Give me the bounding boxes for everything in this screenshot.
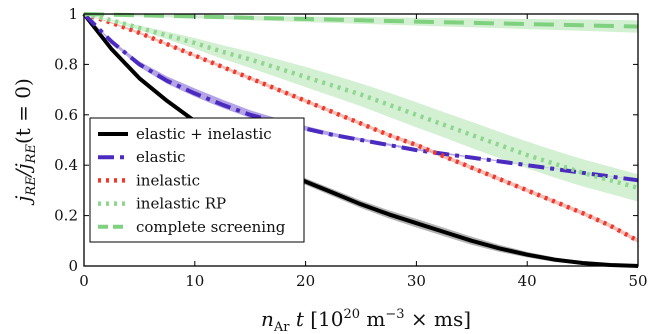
x-tick-label: 30 <box>407 272 426 290</box>
y-tick-label: 0.2 <box>54 207 78 225</box>
legend-box <box>89 117 305 243</box>
inelastic-rp-line <box>83 11 639 191</box>
x-axis-label: nAr t [1020 m−3 × ms] <box>261 307 471 334</box>
complete-screening-band <box>84 14 638 33</box>
elastic-inelastic-line <box>82 12 639 268</box>
y-tick-label: 0.6 <box>54 106 78 124</box>
y-tick-label: 0.4 <box>54 156 78 174</box>
legend-label-inelastic-rp: inelastic RP <box>136 195 226 213</box>
y-axis-ticks: 0 0.2 0.4 0.6 0.8 1 <box>54 5 638 275</box>
y-tick-label: 1 <box>68 5 78 23</box>
x-axis-ticks: 0 10 20 30 40 50 <box>79 14 648 290</box>
legend-label-inelastic: inelastic <box>136 171 200 189</box>
x-tick-label: 40 <box>518 272 537 290</box>
y-tick-label: 0.8 <box>54 55 78 73</box>
legend: elastic + inelastic elastic inelastic inela… <box>89 117 305 243</box>
elastic-line <box>82 12 639 183</box>
legend-label-elastic: elastic <box>136 148 186 166</box>
y-axis-label: jRE/jRE(t = 0) <box>11 78 39 206</box>
y-tick-label: 0 <box>68 257 78 275</box>
series-lines <box>82 11 640 268</box>
legend-label-complete-screening: complete screening <box>136 218 286 236</box>
x-tick-label: 50 <box>628 272 647 290</box>
inelastic-rp-band <box>84 14 638 202</box>
x-tick-label: 0 <box>79 272 89 290</box>
legend-label-elastic-inelastic: elastic + inelastic <box>136 125 272 143</box>
inelastic-line <box>83 11 640 243</box>
complete-screening-line <box>83 12 639 29</box>
plot-frame <box>83 13 639 267</box>
x-tick-label: 10 <box>185 272 204 290</box>
x-tick-label: 20 <box>296 272 315 290</box>
